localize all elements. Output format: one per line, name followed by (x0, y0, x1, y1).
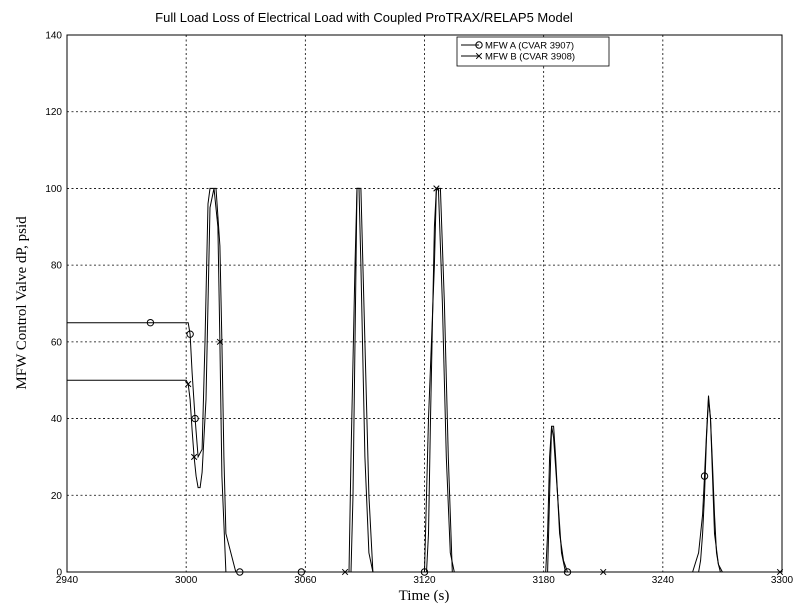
chart-title: Full Load Loss of Electrical Load with C… (155, 10, 573, 25)
y-tick-label: 140 (45, 31, 62, 42)
legend-marker (475, 52, 483, 60)
grid (67, 35, 782, 572)
mfw-b-marker (600, 568, 607, 576)
legend-marker (475, 41, 483, 49)
legend-box (456, 36, 610, 67)
series-line-mfw-a (67, 187, 723, 573)
y-tick-label: 0 (56, 568, 62, 579)
mfw-a-marker (297, 568, 306, 576)
x-tick-labels: 2940 3000 3060 3120 3180 3240 3300 (56, 575, 794, 586)
mfw-b-marker (184, 380, 192, 388)
legend-label: MFW B (CVAR 3908) (485, 52, 575, 63)
y-tick-label: 40 (51, 414, 63, 425)
x-tick-label: 3060 (294, 575, 317, 586)
series-markers (146, 185, 784, 576)
y-tick-label: 20 (51, 491, 63, 502)
mfw-a-marker (191, 414, 199, 423)
series-line-mfw-b (67, 187, 782, 573)
y-tick-label: 120 (45, 107, 62, 118)
x-tick-label: 3120 (413, 575, 436, 586)
series-lines (67, 187, 782, 573)
mfw-a-marker (700, 472, 709, 480)
legend-item: MFW A (CVAR 3907) (461, 41, 574, 52)
y-tick-labels: 0 20 40 60 80 100 120 140 (45, 31, 62, 579)
mfw-a-marker (236, 568, 244, 576)
legend: MFW A (CVAR 3907)MFW B (CVAR 3908) (456, 36, 610, 67)
mfw-a-marker (420, 568, 429, 576)
mfw-b-marker (190, 453, 198, 461)
mfw-b-marker (433, 185, 440, 192)
x-axis-label: Time (s) (399, 588, 450, 604)
y-tick-label: 80 (51, 261, 63, 272)
legend-item: MFW B (CVAR 3908) (461, 52, 575, 63)
x-tick-label: 3000 (175, 575, 198, 586)
x-tick-label: 3300 (771, 575, 794, 586)
y-tick-label: 60 (51, 337, 63, 348)
mfw-a-marker (186, 330, 194, 338)
mfw-b-marker (776, 568, 784, 576)
mfw-b-marker (216, 338, 224, 346)
mfw-a-marker (146, 318, 155, 327)
x-tick-label: 3240 (652, 575, 675, 586)
y-tick-label: 100 (45, 184, 62, 195)
y-axis-label: MFW Control Valve dP, psid (14, 216, 30, 390)
legend-label: MFW A (CVAR 3907) (485, 41, 574, 52)
x-tick-label: 3180 (533, 575, 556, 586)
mfw-b-marker (341, 568, 349, 576)
mfw-a-marker (563, 568, 572, 576)
x-tick-label: 2940 (56, 575, 79, 586)
